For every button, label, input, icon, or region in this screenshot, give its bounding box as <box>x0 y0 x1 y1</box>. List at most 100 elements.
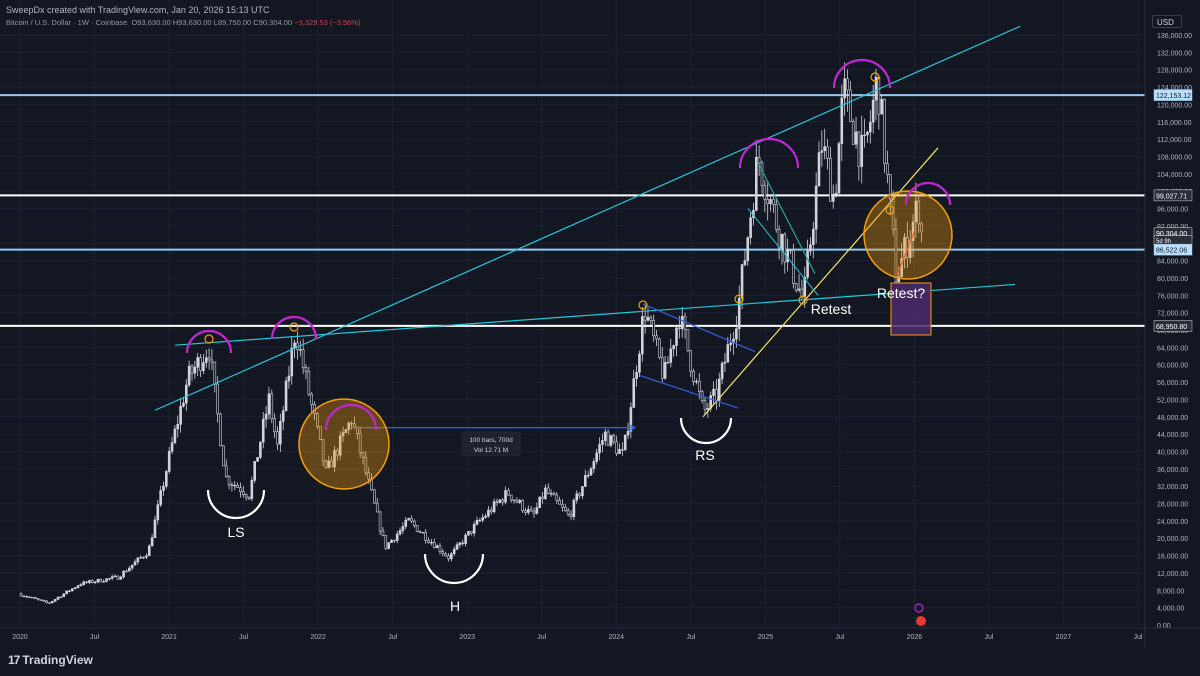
candle-up <box>863 134 866 137</box>
candle-up <box>695 380 698 383</box>
candle-up <box>139 557 142 559</box>
flag-lower-line <box>747 208 819 296</box>
candle-up <box>586 474 590 477</box>
candle-down <box>578 493 581 497</box>
candle-up <box>780 233 784 250</box>
y-tick-label: 136,000.00 <box>1157 33 1192 40</box>
candle-down <box>358 433 362 453</box>
candle-up <box>196 357 199 368</box>
candle-up <box>327 460 331 468</box>
candle-up <box>635 372 638 379</box>
candle-up <box>583 475 587 487</box>
close-value: C90,304.00 <box>253 18 293 27</box>
candle-down <box>48 602 51 604</box>
candle-down <box>242 491 245 495</box>
candle-down <box>199 357 202 372</box>
candle-down <box>826 146 829 159</box>
price-label-box <box>1153 189 1193 202</box>
candle-up <box>390 539 393 544</box>
candle-up <box>76 585 80 588</box>
candle-down <box>415 525 419 533</box>
candle-up <box>811 228 815 245</box>
candle-up <box>498 499 502 503</box>
candle-down <box>85 581 88 583</box>
candle-down <box>461 542 465 545</box>
candle-down <box>418 531 422 533</box>
candle-up <box>712 388 715 396</box>
chart-drawings: 100 bars, 700d Vol 12.71 M LS H RS Retest Rete… <box>154 25 1021 626</box>
time-axis[interactable]: 2020 Jul 2021 Jul 2022 Jul 2023 Jul 2024 Jul 2025 J… <box>0 627 1200 641</box>
candle-up <box>854 131 858 145</box>
y-tick-label: 16,000.00 <box>1157 554 1188 561</box>
candle-up <box>398 530 402 535</box>
y-tick-label: 112,000.00 <box>1157 137 1192 144</box>
candle-up <box>823 146 827 152</box>
y-tick-label: 60,000.00 <box>1157 363 1188 370</box>
candle-down <box>649 317 653 321</box>
candle-up <box>59 596 63 598</box>
candle-down <box>421 532 425 534</box>
candle-up <box>193 366 197 374</box>
candle-down <box>678 327 681 330</box>
candle-down <box>917 200 921 225</box>
y-tick-label: 4,000.00 <box>1157 606 1184 613</box>
candle-up <box>478 519 482 522</box>
candle-up <box>79 584 83 587</box>
candle-up <box>817 152 821 187</box>
candle-up <box>820 150 824 153</box>
candle-up <box>484 515 487 518</box>
candle-down <box>427 540 430 543</box>
candle-down <box>207 357 211 361</box>
y-tick-label: 96,000.00 <box>1157 207 1188 214</box>
candle-up <box>706 407 710 410</box>
candle-up <box>156 504 160 521</box>
x-tick-label: Jul <box>1134 634 1143 641</box>
currency-selector[interactable]: USD <box>1152 15 1182 28</box>
candle-up <box>837 143 841 194</box>
bottom-arc <box>206 489 266 520</box>
candle-down <box>219 413 222 447</box>
candlesticks <box>19 62 923 604</box>
candle-up <box>680 316 684 329</box>
y-tick-label: 52,000.00 <box>1157 397 1188 404</box>
candle-down <box>658 338 661 358</box>
flag-upper-line <box>756 160 816 274</box>
candle-down <box>355 426 359 434</box>
candle-down <box>350 422 353 425</box>
candle-up <box>347 422 351 430</box>
candle-up <box>96 578 100 583</box>
candle-up <box>786 249 789 263</box>
candle-down <box>28 596 31 599</box>
candle-up <box>170 442 174 452</box>
candle-up <box>401 526 405 531</box>
candle-up <box>675 327 678 346</box>
candle-down <box>310 393 314 405</box>
candle-down <box>384 534 388 549</box>
candle-up <box>737 297 741 329</box>
open-value: O93,630.00 <box>131 18 171 27</box>
candle-up <box>632 378 636 408</box>
candle-up <box>880 99 884 115</box>
candle-down <box>222 445 225 467</box>
candle-down <box>894 229 898 283</box>
candle-up <box>549 492 553 495</box>
candle-up <box>298 349 302 351</box>
candle-up <box>110 576 114 579</box>
top-arc <box>324 403 378 431</box>
candle-down <box>509 494 513 501</box>
orange-marker <box>289 322 299 332</box>
candle-down <box>697 380 701 392</box>
candle-down <box>393 539 396 542</box>
candle-down <box>247 496 251 499</box>
y-tick-label: 80,000.00 <box>1157 276 1188 283</box>
candle-down <box>621 449 624 451</box>
candle-up <box>458 542 462 545</box>
candle-down <box>689 350 693 372</box>
candle-down <box>558 500 561 505</box>
candle-up <box>341 432 345 437</box>
annotation-label: LS <box>227 524 244 540</box>
candle-down <box>330 460 333 468</box>
candle-down <box>569 514 573 517</box>
candle-up <box>638 353 641 373</box>
